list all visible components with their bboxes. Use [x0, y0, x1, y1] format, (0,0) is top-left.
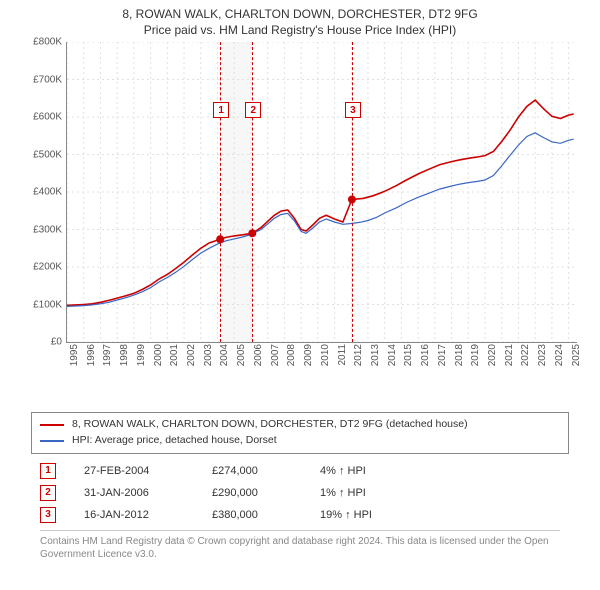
x-tick-label: 1997 [102, 344, 113, 366]
y-tick-label: £0 [20, 337, 62, 348]
y-tick-label: £800K [20, 37, 62, 48]
x-tick-label: 2023 [537, 344, 548, 366]
y-axis: £0£100K£200K£300K£400K£500K£600K£700K£80… [20, 42, 62, 342]
x-tick-label: 2019 [470, 344, 481, 366]
title-line-2: Price paid vs. HM Land Registry's House … [10, 22, 590, 38]
x-tick-label: 2022 [520, 344, 531, 366]
x-tick-label: 2011 [337, 344, 348, 366]
y-tick-label: £100K [20, 299, 62, 310]
x-tick-label: 2014 [387, 344, 398, 366]
sale-row-badge: 3 [40, 507, 56, 523]
x-tick-label: 2009 [303, 344, 314, 366]
y-tick-label: £400K [20, 187, 62, 198]
footer-attribution: Contains HM Land Registry data © Crown c… [40, 530, 560, 561]
legend-row-hpi: HPI: Average price, detached house, Dors… [40, 433, 560, 449]
sale-row: 2 31-JAN-2006 £290,000 1% ↑ HPI [40, 482, 560, 504]
x-tick-label: 2006 [253, 344, 264, 366]
x-tick-label: 1995 [69, 344, 80, 366]
sale-diff: 1% ↑ HPI [320, 487, 430, 499]
x-tick-label: 2016 [420, 344, 431, 366]
sale-price: £290,000 [212, 487, 292, 499]
x-tick-label: 2017 [437, 344, 448, 366]
sale-price: £380,000 [212, 509, 292, 521]
x-tick-label: 1998 [119, 344, 130, 366]
legend-swatch-property [40, 424, 64, 426]
title-line-1: 8, ROWAN WALK, CHARLTON DOWN, DORCHESTER… [10, 6, 590, 22]
y-tick-label: £700K [20, 74, 62, 85]
sale-price: £274,000 [212, 465, 292, 477]
plot-region: 12 3 [66, 42, 577, 343]
x-tick-label: 2004 [219, 344, 230, 366]
x-tick-label: 2008 [286, 344, 297, 366]
x-tick-label: 2012 [353, 344, 364, 366]
sale-badge-2: 2 [245, 102, 261, 118]
sale-badge-3: 3 [345, 102, 361, 118]
legend-swatch-hpi [40, 440, 64, 442]
legend-row-property: 8, ROWAN WALK, CHARLTON DOWN, DORCHESTER… [40, 417, 560, 433]
x-tick-label: 2000 [153, 344, 164, 366]
x-tick-label: 1996 [86, 344, 97, 366]
legend-label-property: 8, ROWAN WALK, CHARLTON DOWN, DORCHESTER… [72, 417, 468, 433]
sales-table: 1 27-FEB-2004 £274,000 4% ↑ HPI 2 31-JAN-2006… [40, 460, 560, 526]
x-tick-label: 2025 [571, 344, 582, 366]
x-tick-label: 2013 [370, 344, 381, 366]
y-tick-label: £600K [20, 112, 62, 123]
sale-vline-3 [352, 42, 353, 342]
x-tick-label: 2024 [554, 344, 565, 366]
sale-date: 16-JAN-2012 [84, 509, 184, 521]
sale-date: 27-FEB-2004 [84, 465, 184, 477]
x-tick-label: 2002 [186, 344, 197, 366]
sale-badge-1: 1 [213, 102, 229, 118]
legend-label-hpi: HPI: Average price, detached house, Dors… [72, 433, 277, 449]
x-tick-label: 2005 [236, 344, 247, 366]
y-tick-label: £500K [20, 149, 62, 160]
chart-title-block: 8, ROWAN WALK, CHARLTON DOWN, DORCHESTER… [10, 6, 590, 38]
x-tick-label: 1999 [136, 344, 147, 366]
x-axis: 1995 1996 1997 1998 1999 2000 2001 2002 2003 2004… [66, 342, 576, 372]
sale-row: 1 27-FEB-2004 £274,000 4% ↑ HPI [40, 460, 560, 482]
series-hpi [67, 133, 574, 307]
sale-diff: 4% ↑ HPI [320, 465, 430, 477]
y-tick-label: £300K [20, 224, 62, 235]
x-tick-label: 2015 [403, 344, 414, 366]
x-tick-label: 2018 [454, 344, 465, 366]
x-tick-label: 2020 [487, 344, 498, 366]
sale-date: 31-JAN-2006 [84, 487, 184, 499]
series-property [67, 100, 574, 305]
x-tick-label: 2010 [320, 344, 331, 366]
sale-vline-1 [220, 42, 221, 342]
x-tick-label: 2001 [169, 344, 180, 366]
y-tick-label: £200K [20, 262, 62, 273]
legend-box: 8, ROWAN WALK, CHARLTON DOWN, DORCHESTER… [31, 412, 569, 454]
sale-vline-2 [252, 42, 253, 342]
sale-row-badge: 1 [40, 463, 56, 479]
x-tick-label: 2007 [270, 344, 281, 366]
x-tick-label: 2021 [504, 344, 515, 366]
sale-row: 3 16-JAN-2012 £380,000 19% ↑ HPI [40, 504, 560, 526]
sale-diff: 19% ↑ HPI [320, 509, 430, 521]
chart-svg [67, 42, 577, 342]
x-tick-label: 2003 [203, 344, 214, 366]
chart-area: £0£100K£200K£300K£400K£500K£600K£700K£80… [20, 42, 580, 372]
sale-row-badge: 2 [40, 485, 56, 501]
